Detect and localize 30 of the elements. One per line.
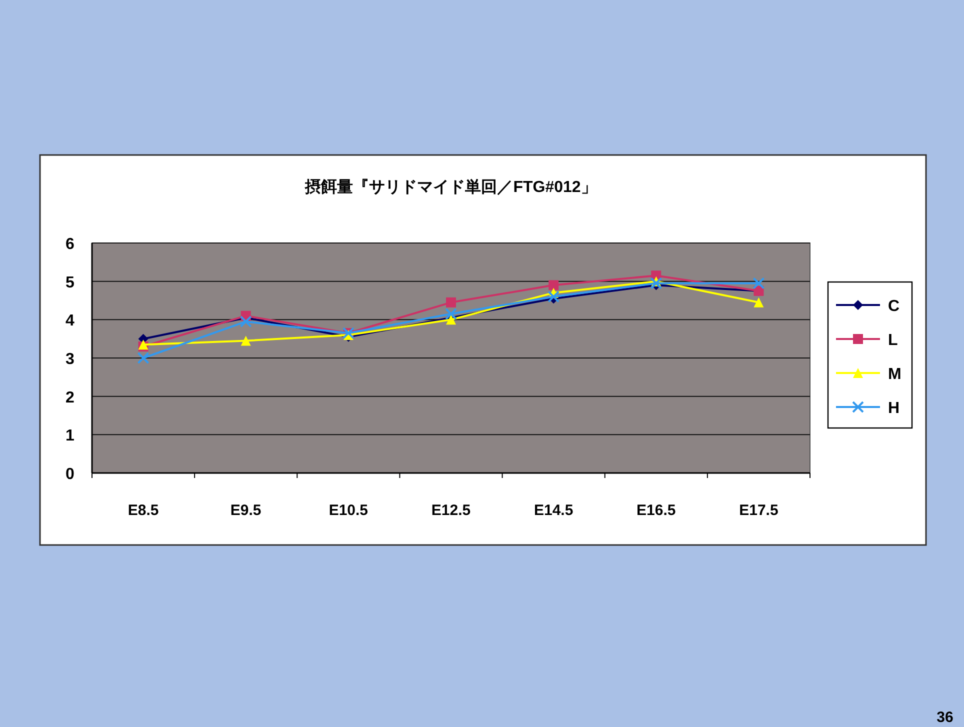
x-tick-label: E14.5: [534, 502, 574, 519]
point: [240, 336, 251, 346]
y-tick-label: 3: [66, 351, 75, 368]
point: [240, 316, 252, 328]
chart-title: 摂餌量『サリドマイド単回／FTG#012」: [304, 178, 597, 196]
point: [752, 277, 765, 290]
point: [754, 297, 764, 308]
legend-label: L: [888, 332, 898, 349]
legend-label: H: [888, 400, 900, 417]
x-tick-label: E9.5: [230, 502, 262, 519]
legend-label: C: [888, 298, 900, 315]
y-tick-label: 4: [66, 312, 75, 330]
y-tick-label: 2: [66, 389, 75, 406]
point: [548, 290, 560, 303]
legend-label: M: [888, 366, 902, 383]
x-tick-label: E17.5: [739, 502, 778, 519]
point: [548, 280, 559, 290]
y-tick-label: 6: [66, 236, 75, 253]
point: [445, 308, 457, 320]
point: [650, 277, 662, 290]
x-tick-label: E10.5: [328, 502, 368, 519]
y-tick-label: 0: [66, 466, 75, 483]
point: [137, 352, 150, 364]
x-tick-label: E12.5: [431, 502, 471, 519]
point: [446, 297, 456, 308]
text: 36: [936, 709, 954, 726]
y-tick-label: 5: [66, 274, 75, 292]
y-tick-label: 1: [66, 428, 75, 445]
x-tick-label: E8.5: [128, 502, 159, 519]
x-tick-label: E16.5: [636, 502, 676, 519]
